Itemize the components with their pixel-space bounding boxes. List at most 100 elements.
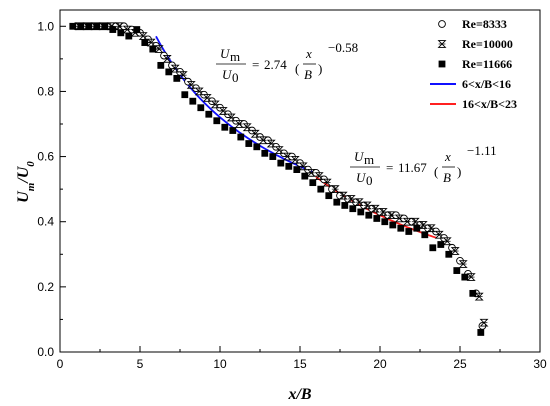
data-point [77, 22, 85, 30]
svg-text:(: ( [434, 164, 438, 179]
data-point [426, 224, 436, 233]
data-point [410, 217, 420, 226]
y-tick-label: 0.2 [37, 280, 54, 294]
svg-text:0: 0 [366, 173, 373, 188]
svg-text:−0.58: −0.58 [328, 40, 358, 55]
x-axis-label: x/B [287, 386, 311, 403]
data-point [346, 195, 356, 203]
data-point [362, 201, 372, 210]
x-axis-ticks: 0 5 10 15 20 25 30 [57, 346, 547, 371]
data-point [293, 166, 301, 173]
data-point [181, 91, 189, 99]
legend-marker [438, 20, 446, 28]
data-point [389, 221, 397, 229]
series-Re=11666 [69, 22, 485, 336]
svg-text:=: = [386, 160, 393, 175]
data-point [466, 273, 476, 281]
data-point [93, 22, 101, 30]
data-point [165, 68, 173, 76]
data-point [245, 140, 253, 147]
data-point [114, 22, 124, 31]
data-point [189, 97, 197, 105]
data-point [218, 107, 228, 115]
data-point [266, 139, 276, 148]
y-tick-label: 0.8 [37, 84, 54, 98]
svg-text:−1.11: −1.11 [467, 143, 497, 158]
x-tick-label: 20 [373, 357, 387, 371]
data-point [386, 211, 396, 220]
data-point [397, 224, 405, 232]
data-point [421, 231, 429, 239]
data-point [133, 26, 141, 33]
data-point [149, 45, 157, 53]
data-point [173, 75, 181, 82]
x-tick-label: 5 [137, 357, 144, 371]
data-point [479, 318, 489, 327]
data-point [453, 267, 461, 274]
data-point [194, 87, 204, 96]
data-point [365, 211, 373, 219]
data-point [330, 185, 340, 193]
y-axis-ticks: 0.0 0.2 0.4 0.6 0.8 1.0 [37, 19, 66, 359]
data-point [469, 289, 477, 297]
data-point [373, 215, 381, 222]
svg-text:U: U [220, 46, 231, 61]
data-point [309, 179, 317, 187]
legend: Re=8333 Re=10000 Re=11666 6<x/B<16 16<x/B<23 [430, 17, 517, 111]
data-point [357, 208, 365, 216]
data-point [418, 221, 428, 229]
y-tick-label: 0.0 [37, 345, 54, 359]
svg-text:m: m [364, 152, 374, 167]
data-markers [69, 22, 489, 336]
data-point [461, 273, 469, 281]
data-point [341, 202, 349, 209]
svg-text:11.67: 11.67 [398, 160, 427, 175]
svg-text:B: B [443, 170, 451, 185]
data-point [317, 185, 325, 193]
data-point [333, 198, 341, 206]
x-tick-label: 15 [293, 357, 307, 371]
data-point [474, 292, 484, 301]
x-tick-label: 10 [213, 357, 227, 371]
svg-text:m: m [230, 49, 240, 64]
data-point [253, 143, 261, 151]
data-point [325, 192, 333, 200]
svg-text:U: U [356, 170, 367, 185]
legend-label: 6<x/B<16 [462, 77, 511, 91]
data-point [338, 191, 348, 200]
legend-label: Re=11666 [462, 57, 512, 71]
data-point [437, 241, 445, 248]
data-point [429, 244, 437, 252]
x-tick-label: 25 [453, 357, 467, 371]
data-point [205, 110, 213, 118]
data-point [202, 94, 212, 102]
data-point [109, 26, 117, 33]
data-point [370, 204, 380, 213]
svg-text:2.74: 2.74 [264, 57, 287, 72]
data-point [117, 29, 125, 37]
x-tick-label: 0 [57, 357, 64, 371]
data-point [242, 123, 252, 132]
data-point [69, 22, 77, 30]
svg-text:0: 0 [232, 70, 239, 85]
data-point [226, 113, 236, 122]
data-point [434, 230, 444, 239]
x-tick-label: 30 [533, 357, 547, 371]
svg-text:U: U [354, 149, 365, 164]
data-point [477, 329, 485, 336]
data-point [285, 162, 293, 170]
data-point [277, 159, 285, 167]
data-point [141, 39, 149, 46]
legend-label: 16<x/B<23 [462, 97, 517, 111]
data-point [197, 104, 205, 112]
svg-text:(: ( [295, 61, 299, 76]
data-point [445, 250, 453, 258]
data-point [138, 32, 148, 40]
data-point [125, 32, 133, 40]
svg-text:B: B [304, 67, 312, 82]
svg-text:U: U [222, 67, 233, 82]
data-point [349, 205, 357, 213]
